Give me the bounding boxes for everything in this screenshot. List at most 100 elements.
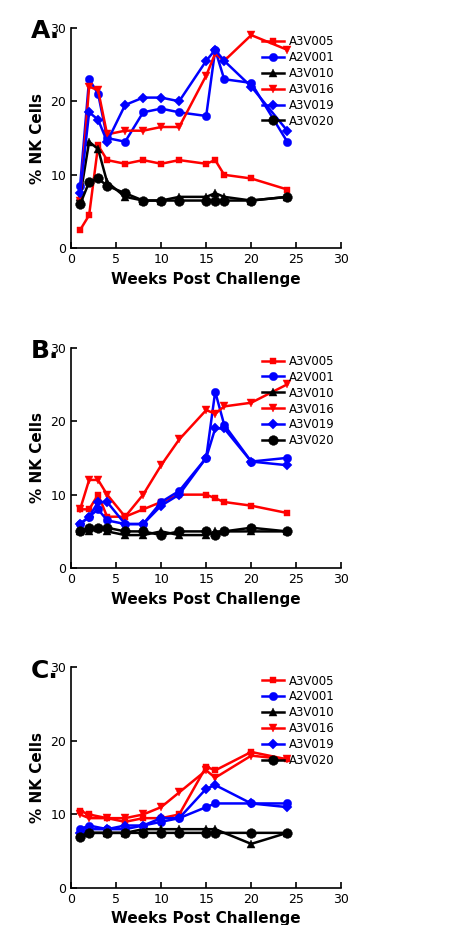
- A3V020: [104, 180, 110, 191]
- Legend: A3V005, A2V001, A3V010, A3V016, A3V019, A3V020: A3V005, A2V001, A3V010, A3V016, A3V019, …: [261, 33, 336, 129]
- A3V005: [284, 754, 290, 765]
- A3V016: [86, 475, 92, 486]
- A3V020: [158, 195, 164, 206]
- A2V001: [104, 132, 110, 143]
- A3V019: [248, 798, 254, 809]
- Legend: A3V005, A2V001, A3V010, A3V016, A3V019, A3V020: A3V005, A2V001, A3V010, A3V016, A3V019, …: [261, 673, 336, 769]
- A3V020: [86, 177, 92, 188]
- A3V005: [203, 489, 209, 500]
- A3V010: [212, 188, 218, 199]
- A3V005: [104, 812, 110, 823]
- A3V016: [212, 772, 218, 783]
- A3V019: [140, 820, 146, 831]
- A3V016: [176, 121, 182, 132]
- A3V010: [77, 525, 83, 536]
- A3V016: [158, 802, 164, 813]
- A3V016: [248, 397, 254, 408]
- A3V016: [212, 408, 218, 419]
- Line: A3V019: A3V019: [77, 782, 291, 836]
- A3V010: [221, 191, 227, 203]
- A3V010: [77, 191, 83, 203]
- A3V016: [248, 750, 254, 761]
- A3V010: [104, 177, 110, 188]
- A3V020: [212, 529, 218, 540]
- A3V020: [140, 195, 146, 206]
- A3V019: [86, 106, 92, 117]
- A3V020: [248, 523, 254, 534]
- A3V010: [122, 827, 128, 838]
- A2V001: [203, 802, 209, 813]
- A2V001: [212, 386, 218, 397]
- A3V010: [212, 525, 218, 536]
- A3V020: [122, 827, 128, 838]
- A3V019: [221, 56, 227, 67]
- A3V005: [221, 169, 227, 180]
- A2V001: [212, 44, 218, 56]
- A3V010: [77, 827, 83, 838]
- A3V010: [203, 529, 209, 540]
- A2V001: [158, 497, 164, 508]
- A3V005: [140, 154, 146, 166]
- A3V005: [140, 504, 146, 515]
- A3V005: [140, 812, 146, 823]
- A2V001: [176, 812, 182, 823]
- Line: A3V005: A3V005: [77, 491, 291, 520]
- Line: A3V019: A3V019: [77, 46, 291, 197]
- A3V019: [176, 489, 182, 500]
- A3V019: [158, 92, 164, 104]
- A3V005: [221, 497, 227, 508]
- Line: A3V010: A3V010: [76, 138, 292, 204]
- A3V020: [203, 827, 209, 838]
- A3V016: [95, 85, 101, 96]
- A3V019: [248, 81, 254, 92]
- A3V010: [122, 529, 128, 540]
- A3V020: [248, 195, 254, 206]
- A3V010: [86, 827, 92, 838]
- A3V020: [176, 195, 182, 206]
- Line: A3V020: A3V020: [75, 828, 292, 842]
- A3V019: [284, 460, 290, 471]
- A2V001: [122, 823, 128, 834]
- Y-axis label: % NK Cells: % NK Cells: [30, 92, 45, 183]
- Y-axis label: % NK Cells: % NK Cells: [30, 413, 45, 503]
- A3V020: [176, 525, 182, 536]
- A3V020: [221, 525, 227, 536]
- A3V020: [77, 831, 83, 842]
- A3V010: [86, 525, 92, 536]
- A3V010: [104, 525, 110, 536]
- A3V016: [86, 81, 92, 92]
- A3V005: [203, 761, 209, 772]
- A3V005: [77, 504, 83, 515]
- A3V005: [284, 508, 290, 519]
- A2V001: [86, 512, 92, 523]
- A3V005: [104, 512, 110, 523]
- Text: A.: A.: [30, 18, 60, 43]
- Line: A3V019: A3V019: [77, 425, 291, 527]
- A2V001: [95, 504, 101, 515]
- Line: A3V016: A3V016: [76, 380, 292, 521]
- A2V001: [284, 136, 290, 147]
- A3V016: [77, 195, 83, 206]
- Line: A3V005: A3V005: [77, 142, 291, 233]
- A2V001: [221, 419, 227, 430]
- A3V005: [248, 500, 254, 512]
- A3V016: [203, 70, 209, 81]
- A3V010: [176, 529, 182, 540]
- A3V020: [104, 523, 110, 534]
- A3V016: [122, 512, 128, 523]
- A2V001: [203, 452, 209, 463]
- A3V016: [122, 125, 128, 136]
- A3V020: [221, 195, 227, 206]
- A3V016: [158, 121, 164, 132]
- A3V010: [221, 525, 227, 536]
- A3V005: [248, 173, 254, 184]
- Line: A3V010: A3V010: [76, 825, 292, 848]
- A3V019: [140, 519, 146, 530]
- A3V010: [284, 827, 290, 838]
- A3V016: [284, 44, 290, 56]
- A3V019: [212, 780, 218, 791]
- A3V020: [284, 191, 290, 203]
- A3V016: [77, 809, 83, 820]
- A3V016: [140, 489, 146, 500]
- A2V001: [140, 106, 146, 117]
